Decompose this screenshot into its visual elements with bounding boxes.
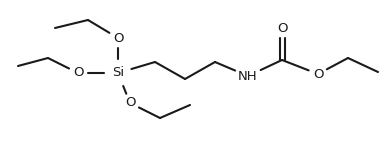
Text: O: O — [277, 21, 287, 34]
Text: Si: Si — [112, 66, 124, 80]
Text: O: O — [73, 66, 83, 80]
Text: O: O — [125, 97, 135, 110]
Text: O: O — [313, 67, 323, 80]
Text: NH: NH — [238, 69, 258, 82]
Text: O: O — [113, 32, 123, 45]
